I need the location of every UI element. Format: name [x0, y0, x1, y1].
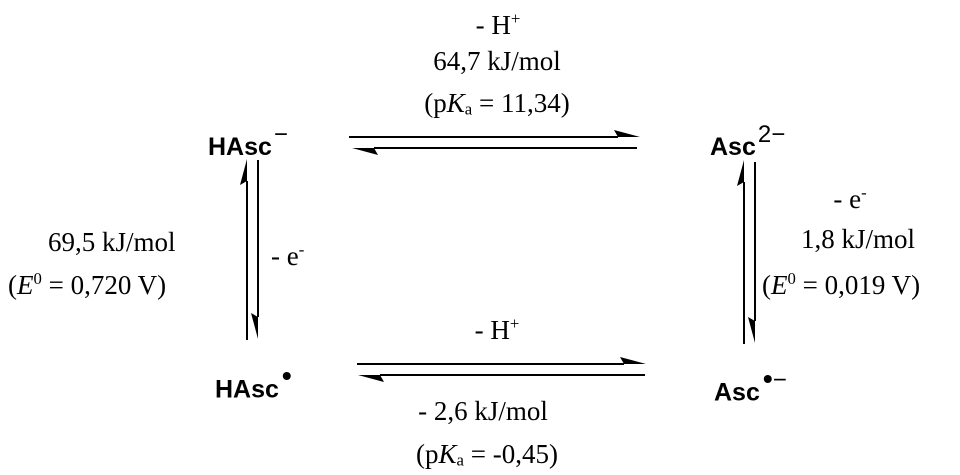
right-constant-label: (E0 = 0,019 V): [762, 268, 921, 300]
species-hasc-radical-dot: •: [281, 360, 292, 391]
species-asc-2minus-base: Asc: [710, 133, 756, 162]
species-asc-radical-minus: Asc •−: [714, 365, 787, 406]
bottom-step-label: - H+: [474, 313, 520, 345]
species-hasc-radical-base: HAsc: [215, 375, 279, 404]
species-hasc-minus: HAsc−: [208, 123, 288, 160]
right-up-arrow: [737, 160, 745, 344]
species-asc-radical-minus-dot: •: [762, 363, 773, 394]
left-constant-label: (E0 = 0,720 V): [8, 268, 167, 300]
left-up-arrow: [240, 159, 248, 340]
left-energy-label: 69,5 kJ/mol: [48, 227, 176, 257]
left-step-label: - e-: [271, 239, 305, 271]
species-asc-radical-minus-base: Asc: [714, 378, 760, 407]
species-hasc-minus-charge: −: [273, 121, 288, 148]
bottom-forward-arrow: [357, 357, 646, 365]
right-down-arrow: [748, 162, 756, 343]
top-backward-arrow: [352, 147, 637, 155]
bottom-constant-label: (pKa = -0,45): [416, 439, 558, 470]
top-step-label: - H+: [475, 8, 521, 40]
bottom-backward-arrow: [358, 374, 645, 382]
species-hasc-radical: HAsc •: [215, 362, 292, 403]
species-asc-2minus: Asc2−: [710, 123, 785, 160]
species-asc-2minus-charge: 2−: [757, 121, 786, 148]
right-step-label: - e-: [833, 182, 867, 214]
bottom-energy-label: - 2,6 kJ/mol: [418, 396, 548, 426]
left-down-arrow: [251, 160, 259, 339]
species-asc-radical-minus-charge: −: [772, 366, 787, 394]
right-energy-label: 1,8 kJ/mol: [800, 224, 916, 254]
top-forward-arrow: [349, 130, 640, 138]
top-constant-label: (pKa = 11,34): [424, 88, 570, 119]
top-energy-label: 64,7 kJ/mol: [433, 46, 561, 76]
species-hasc-minus-base: HAsc: [208, 133, 272, 162]
